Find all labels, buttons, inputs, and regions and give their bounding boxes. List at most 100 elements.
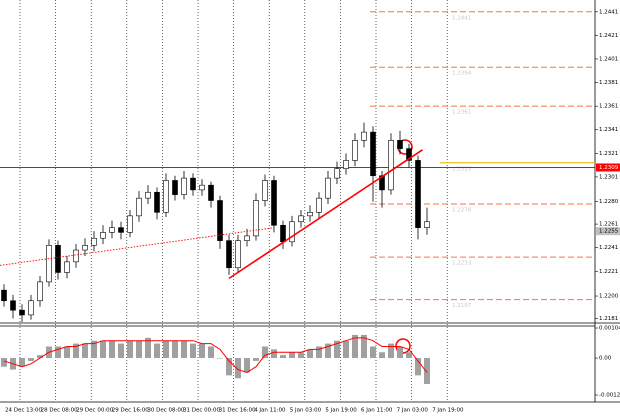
candle-body — [46, 245, 52, 283]
x-tick-label: 7 Jan 19:00 — [432, 408, 464, 414]
candle-body — [64, 261, 70, 273]
y-tick-label: -0.00128 — [599, 393, 620, 399]
histogram-bar — [109, 340, 115, 359]
histogram-bar — [163, 340, 169, 359]
histogram-bar — [73, 343, 79, 359]
candle-body — [280, 224, 286, 243]
histogram-bar — [352, 334, 358, 359]
x-tick-label: 6 Jan 11:00 — [361, 408, 393, 414]
histogram-bar — [217, 358, 223, 359]
candle-body — [136, 197, 142, 217]
histogram-bar — [37, 355, 43, 359]
x-tick-label: 5 Jan 03:00 — [290, 408, 322, 414]
histogram-bar — [406, 352, 412, 359]
candle-body — [397, 140, 403, 149]
candle-body — [172, 180, 178, 195]
x-tick-label: 4 Jan 11:00 — [254, 408, 286, 414]
trend-line — [0, 227, 275, 266]
candle-body — [37, 281, 43, 302]
candle-body — [388, 140, 394, 191]
candle-body — [10, 300, 16, 311]
candle-body — [19, 309, 25, 316]
candle-body — [127, 215, 133, 233]
candle-body — [163, 180, 169, 213]
candle-body — [154, 191, 160, 213]
candle-body — [199, 184, 205, 191]
fib-label: 1.2313 — [452, 166, 472, 172]
histogram-bar — [118, 343, 124, 359]
candle-body — [289, 221, 295, 243]
candle-body — [298, 215, 304, 223]
price-tag-label: 1.2255 — [599, 229, 619, 235]
y-tick-label: 1.2361 — [599, 104, 618, 110]
histogram-bar — [172, 340, 178, 359]
histogram-bar — [370, 346, 376, 359]
candle-body — [361, 131, 367, 141]
fib-label: 1.2197 — [452, 303, 472, 309]
histogram-bar — [136, 340, 142, 359]
level-tag — [596, 163, 620, 172]
signal-line — [3, 337, 428, 374]
histogram-bar — [307, 349, 313, 359]
histogram-bar — [82, 343, 88, 359]
candle-body — [181, 177, 187, 195]
x-tick-label: 5 Jan 19:00 — [325, 408, 357, 414]
candle-body — [316, 197, 322, 213]
histogram-bar — [226, 358, 232, 376]
histogram-bar — [55, 346, 61, 359]
candle-body — [91, 237, 97, 246]
histogram-bar — [145, 337, 151, 359]
y-tick-label: 1.2341 — [599, 127, 618, 133]
histogram-bar — [253, 358, 259, 361]
histogram-bar — [334, 340, 340, 359]
candle-body — [343, 160, 349, 169]
fib-label: 1.2361 — [452, 110, 471, 116]
candle-body — [406, 148, 412, 161]
histogram-bar — [235, 358, 241, 379]
histogram-bar — [19, 358, 25, 367]
candle-body — [370, 131, 376, 177]
candle-body — [262, 180, 268, 201]
candle-body — [325, 177, 331, 199]
candle-body — [415, 160, 421, 228]
histogram-bar — [388, 343, 394, 359]
candle-body — [424, 221, 430, 228]
candle-body — [307, 212, 313, 217]
candle-body — [235, 240, 241, 269]
histogram-bar — [415, 358, 421, 376]
histogram-bar — [271, 349, 277, 359]
histogram-bar — [361, 334, 367, 359]
y-tick-label: 0.00 — [599, 356, 612, 362]
y-tick-label: 1.2280 — [599, 199, 619, 205]
histogram-bar — [199, 343, 205, 359]
fib-label: 1.2441 — [452, 15, 471, 21]
histogram-bar — [280, 355, 286, 359]
candle-body — [244, 235, 250, 241]
histogram-bar — [397, 346, 403, 359]
y-tick-label: 1.2381 — [599, 80, 618, 86]
histogram-bar — [127, 340, 133, 359]
histogram-bar — [244, 358, 250, 373]
candle-body — [271, 180, 277, 226]
candle-body — [352, 140, 358, 161]
candle-body — [82, 245, 88, 251]
histogram-bar — [289, 352, 295, 359]
candle-body — [217, 200, 223, 241]
x-tick-label: 28 Dec 08:00 — [41, 408, 78, 414]
histogram-bar — [181, 340, 187, 359]
y-tick-label: 1.2221 — [599, 269, 618, 275]
candle-body — [28, 300, 34, 316]
histogram-bar — [100, 340, 106, 359]
price-tag — [596, 227, 620, 236]
histogram-bar — [91, 340, 97, 359]
y-tick-label: 1.2421 — [599, 33, 618, 39]
y-tick-label: 1.2441 — [599, 9, 618, 15]
histogram-bar — [379, 352, 385, 359]
histogram-bar — [208, 346, 214, 359]
candle-body — [145, 191, 151, 199]
x-tick-label: 29 Dec 00:00 — [76, 408, 113, 414]
x-tick-label: 31 Dec 00:00 — [183, 408, 220, 414]
y-tick-label: 1.2301 — [599, 174, 618, 180]
histogram-bar — [424, 358, 430, 385]
